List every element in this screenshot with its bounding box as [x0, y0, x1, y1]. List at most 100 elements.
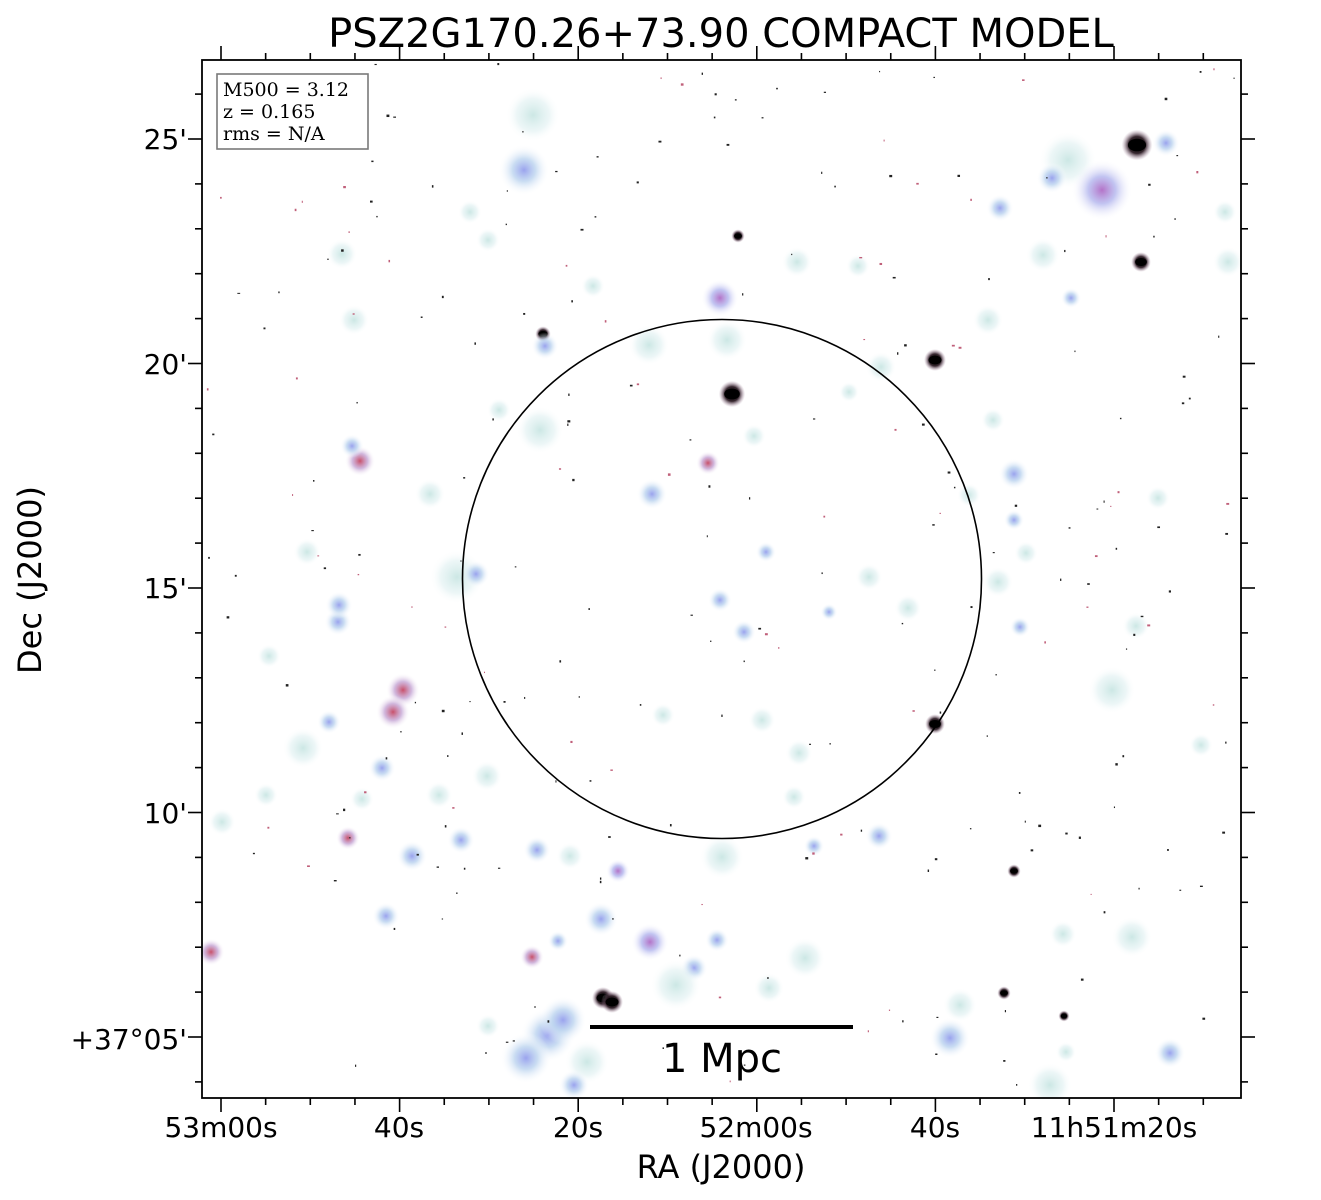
sky-source [1003, 509, 1025, 531]
noise-speck [706, 535, 708, 538]
noise-speck [1133, 633, 1136, 636]
noise-speck [226, 616, 230, 619]
noise-speck [388, 259, 391, 263]
r500-circle [461, 318, 983, 840]
noise-speck [1153, 235, 1155, 238]
noise-speck [352, 313, 355, 315]
noise-speck [889, 174, 893, 178]
noise-speck [958, 346, 962, 349]
sky-source [1027, 1062, 1073, 1098]
noise-speck [1074, 350, 1076, 353]
noise-speck [503, 701, 506, 703]
noise-speck [1226, 502, 1230, 505]
sky-source [650, 959, 702, 1011]
noise-speck [701, 903, 703, 906]
noise-speck [522, 130, 524, 133]
noise-speck [431, 185, 434, 188]
noise-speck [1064, 249, 1066, 253]
noise-speck [718, 996, 722, 999]
source-core [1135, 257, 1147, 267]
noise-speck [936, 1016, 939, 1018]
source-core [1000, 990, 1008, 996]
noise-speck [317, 555, 320, 557]
noise-speck [1147, 624, 1151, 627]
noise-speck [1212, 704, 1215, 706]
sky-source [208, 808, 236, 836]
noise-speck [1103, 500, 1105, 503]
noise-speck [1225, 532, 1229, 535]
noise-speck [294, 208, 297, 212]
noise-speck [237, 292, 241, 294]
noise-speck [680, 83, 684, 86]
noise-speck [629, 384, 633, 387]
noise-speck [1138, 887, 1140, 890]
noise-speck [947, 471, 951, 474]
sky-source [781, 246, 813, 278]
noise-speck [483, 671, 486, 674]
noise-speck [821, 171, 823, 174]
noise-speck [400, 731, 402, 733]
noise-speck [312, 480, 315, 482]
noise-speck [580, 228, 584, 231]
sky-source [336, 826, 360, 850]
sky-source [1071, 159, 1133, 221]
sky-source [929, 1017, 971, 1059]
noise-speck [767, 977, 769, 979]
noise-speck [460, 560, 462, 562]
noise-speck [879, 70, 881, 73]
noise-speck [343, 185, 346, 189]
noise-speck [292, 494, 294, 496]
noise-speck [1030, 849, 1034, 852]
sky-source [202, 938, 225, 966]
noise-speck [212, 433, 215, 436]
sky-source [957, 483, 981, 507]
sky-source [558, 1069, 590, 1098]
sky-source [1049, 920, 1077, 948]
noise-speck [558, 468, 562, 470]
scale-bar-label: 1 Mpc [662, 1036, 782, 1082]
x-tick-label: 53m00s [164, 1111, 277, 1144]
sky-source [340, 434, 364, 458]
noise-speck [916, 182, 919, 185]
noise-speck [1176, 155, 1179, 157]
noise-speck [555, 780, 557, 783]
noise-speck [829, 743, 831, 745]
noise-speck [206, 388, 209, 391]
noise-speck [812, 852, 815, 855]
noise-speck [386, 114, 390, 118]
noise-speck [729, 1080, 731, 1083]
noise-speck [860, 829, 863, 832]
sky-source [696, 451, 720, 475]
noise-speck [1164, 97, 1168, 101]
noise-speck [512, 1040, 515, 1042]
noise-speck [348, 231, 350, 233]
noise-speck [883, 139, 885, 142]
noise-speck [879, 262, 883, 266]
noise-speck [636, 383, 640, 386]
sky-source [705, 928, 729, 952]
noise-speck [572, 478, 575, 482]
sky-source [338, 304, 370, 336]
noise-speck [951, 344, 955, 347]
noise-speck [568, 393, 570, 396]
noise-speck [1105, 235, 1107, 238]
sky-source [1213, 200, 1237, 224]
noise-speck [701, 72, 703, 75]
noise-speck [1113, 806, 1116, 809]
noise-speck [823, 515, 826, 518]
noise-speck [1148, 183, 1151, 186]
noise-speck [1202, 1017, 1206, 1020]
sky-source [539, 996, 587, 1044]
noise-speck [416, 853, 419, 856]
noise-speck [939, 512, 941, 514]
noise-speck [904, 344, 907, 347]
noise-speck [823, 91, 827, 93]
y-tick-label: 15' [144, 572, 187, 605]
noise-speck [492, 418, 494, 421]
noise-speck [970, 606, 973, 609]
noise-speck [295, 377, 298, 380]
sky-source [755, 541, 777, 563]
noise-speck [463, 867, 466, 870]
noise-speck [1016, 1084, 1018, 1086]
